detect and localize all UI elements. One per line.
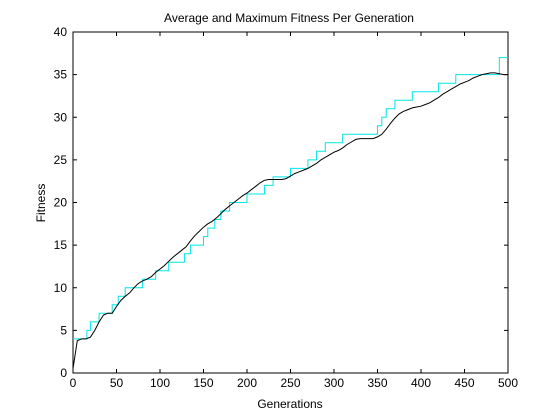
- chart-title: Average and Maximum Fitness Per Generati…: [164, 11, 414, 25]
- y-tick-label: 40: [54, 25, 68, 39]
- plot-frame: [72, 31, 509, 374]
- y-tick-label: 15: [54, 238, 68, 252]
- x-tick-label: 400: [411, 376, 431, 390]
- y-axis-label: Fitness: [34, 184, 48, 223]
- x-tick-label: 150: [193, 376, 213, 390]
- y-tick-label: 10: [54, 281, 68, 295]
- y-tick-label: 35: [54, 68, 68, 82]
- y-tick-label: 30: [54, 110, 68, 124]
- x-tick-label: 350: [367, 376, 387, 390]
- x-tick-label: 250: [280, 376, 300, 390]
- axis-ticks: 0 50 100 150 200 250 300 350 400 450 500 0 5 10 15 20 25…: [54, 25, 519, 390]
- y-tick-label: 0: [60, 366, 67, 380]
- x-tick-label: 100: [150, 376, 170, 390]
- x-tick-label: 0: [70, 376, 77, 390]
- plot-area: 0 50 100 150 200 250 300 350 400 450 500 0 5 10 15 20 25…: [54, 25, 519, 390]
- series-line-cyan: [73, 57, 508, 340]
- series-line-black: [72, 72, 508, 369]
- y-tick-label: 5: [60, 323, 67, 337]
- x-tick-label: 200: [237, 376, 257, 390]
- x-tick-label: 50: [110, 376, 124, 390]
- x-tick-label: 450: [454, 376, 474, 390]
- series-layer: [72, 57, 508, 369]
- x-tick-label: 300: [324, 376, 344, 390]
- x-axis-label: Generations: [257, 397, 322, 411]
- y-tick-label: 25: [54, 153, 68, 167]
- x-tick-label: 500: [498, 376, 518, 390]
- y-tick-label: 20: [54, 196, 68, 210]
